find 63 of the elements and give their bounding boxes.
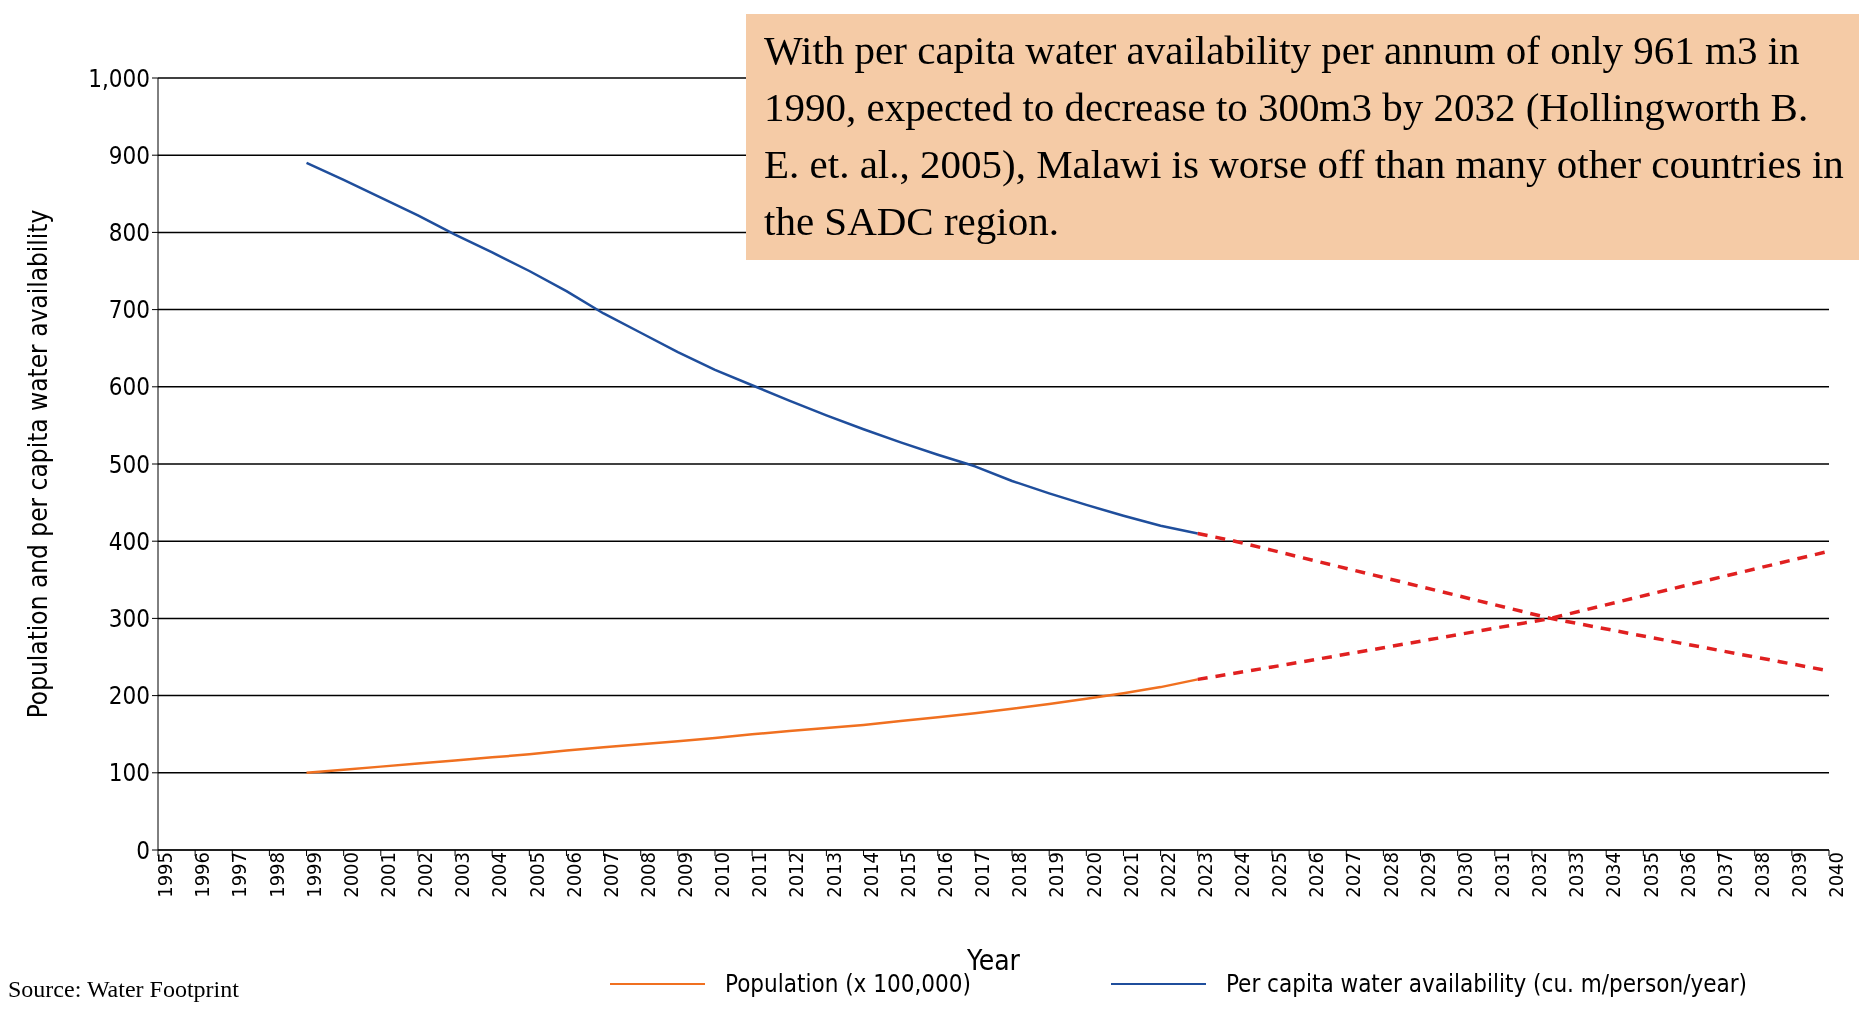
x-tick-label: 2035 <box>1638 852 1663 898</box>
x-tick-label: 1995 <box>153 852 178 898</box>
y-tick-label: 0 <box>136 836 150 865</box>
annotation: With per capita water availability per annum of only 961 m3 in 1990, expected to decrease to 300m3 by 2032 (Hollingworth B. E. et. al., 2005), Malawi is worse off than many other countries in the SADC region. <box>746 14 1859 260</box>
x-tick-label: 2032 <box>1527 852 1552 898</box>
x-tick-label: 2026 <box>1304 852 1329 898</box>
x-tick-label: 2000 <box>338 852 363 898</box>
x-tick-label: 2001 <box>376 852 400 898</box>
x-tick-label: 2016 <box>933 852 957 898</box>
y-tick-label: 600 <box>108 373 150 402</box>
x-tick-label: 2017 <box>970 852 995 898</box>
x-tick-label: 1996 <box>190 852 215 898</box>
x-tick-label: 2008 <box>635 852 660 898</box>
x-tick-label: 2019 <box>1044 852 1069 898</box>
y-tick-label: 400 <box>108 527 150 556</box>
x-tick-label: 2040 <box>1824 852 1849 898</box>
x-tick-label: 2025 <box>1267 852 1292 898</box>
x-tick-label: 2029 <box>1415 852 1440 898</box>
x-tick-label: 2005 <box>524 852 549 898</box>
line-series <box>305 678 1199 775</box>
x-tick-label: 2002 <box>413 852 438 898</box>
x-tick-label: 2034 <box>1601 852 1626 898</box>
y-tick-label: 900 <box>108 141 150 170</box>
x-tick-label: 2023 <box>1192 852 1217 898</box>
x-tick-label: 2009 <box>673 852 698 898</box>
x-tick-label: 2021 <box>1118 852 1143 898</box>
x-tick-label: 2037 <box>1712 852 1737 898</box>
x-tick-label: 2012 <box>784 852 809 898</box>
x-tick-label: 2036 <box>1675 852 1700 898</box>
x-tick-label: 1999 <box>301 852 326 898</box>
legend-label: Per capita water availability (cu. m/person/year) <box>1225 970 1747 998</box>
x-tick-label: 2014 <box>858 852 883 898</box>
x-tick-label: 1997 <box>227 852 252 898</box>
y-axis-title: Population and per capita water availability <box>23 209 54 719</box>
y-tick-label: 1,000 <box>88 64 150 93</box>
y-tick-label: 300 <box>108 604 150 633</box>
x-tick-label: 1998 <box>264 852 289 898</box>
x-tick-label: 2038 <box>1749 852 1774 898</box>
y-tick-label: 100 <box>108 759 150 788</box>
x-tick-label: 2011 <box>747 852 772 898</box>
y-tick-label: 500 <box>108 450 150 479</box>
x-tick-label: 2031 <box>1490 852 1514 898</box>
x-tick-label: 2004 <box>487 852 512 898</box>
y-tick-label: 200 <box>108 682 150 711</box>
x-tick-label: 2013 <box>821 852 846 898</box>
y-tick-label: 700 <box>108 296 150 325</box>
x-tick-label: 2039 <box>1787 852 1812 898</box>
y-tick-label: 800 <box>108 218 150 247</box>
x-tick-label: 2030 <box>1452 852 1477 898</box>
x-tick-label: 2007 <box>598 852 623 898</box>
x-tick-label: 2006 <box>561 852 586 898</box>
x-tick-label: 2024 <box>1230 852 1255 898</box>
x-tick-label: 2010 <box>710 852 735 898</box>
x-tick-label: 2028 <box>1378 852 1403 898</box>
source-note: Source: Water Footprint <box>8 976 239 1003</box>
x-tick-label: 2022 <box>1155 852 1180 898</box>
x-tick-label: 2015 <box>895 852 920 898</box>
x-tick-label: 2003 <box>450 852 475 898</box>
x-tick-label: 2018 <box>1007 852 1032 898</box>
x-tick-label: 2027 <box>1341 852 1366 898</box>
legend-label: Population (x 100,000) <box>724 970 971 998</box>
x-tick-label: 2033 <box>1564 852 1589 898</box>
x-tick-label: 2020 <box>1081 852 1106 898</box>
